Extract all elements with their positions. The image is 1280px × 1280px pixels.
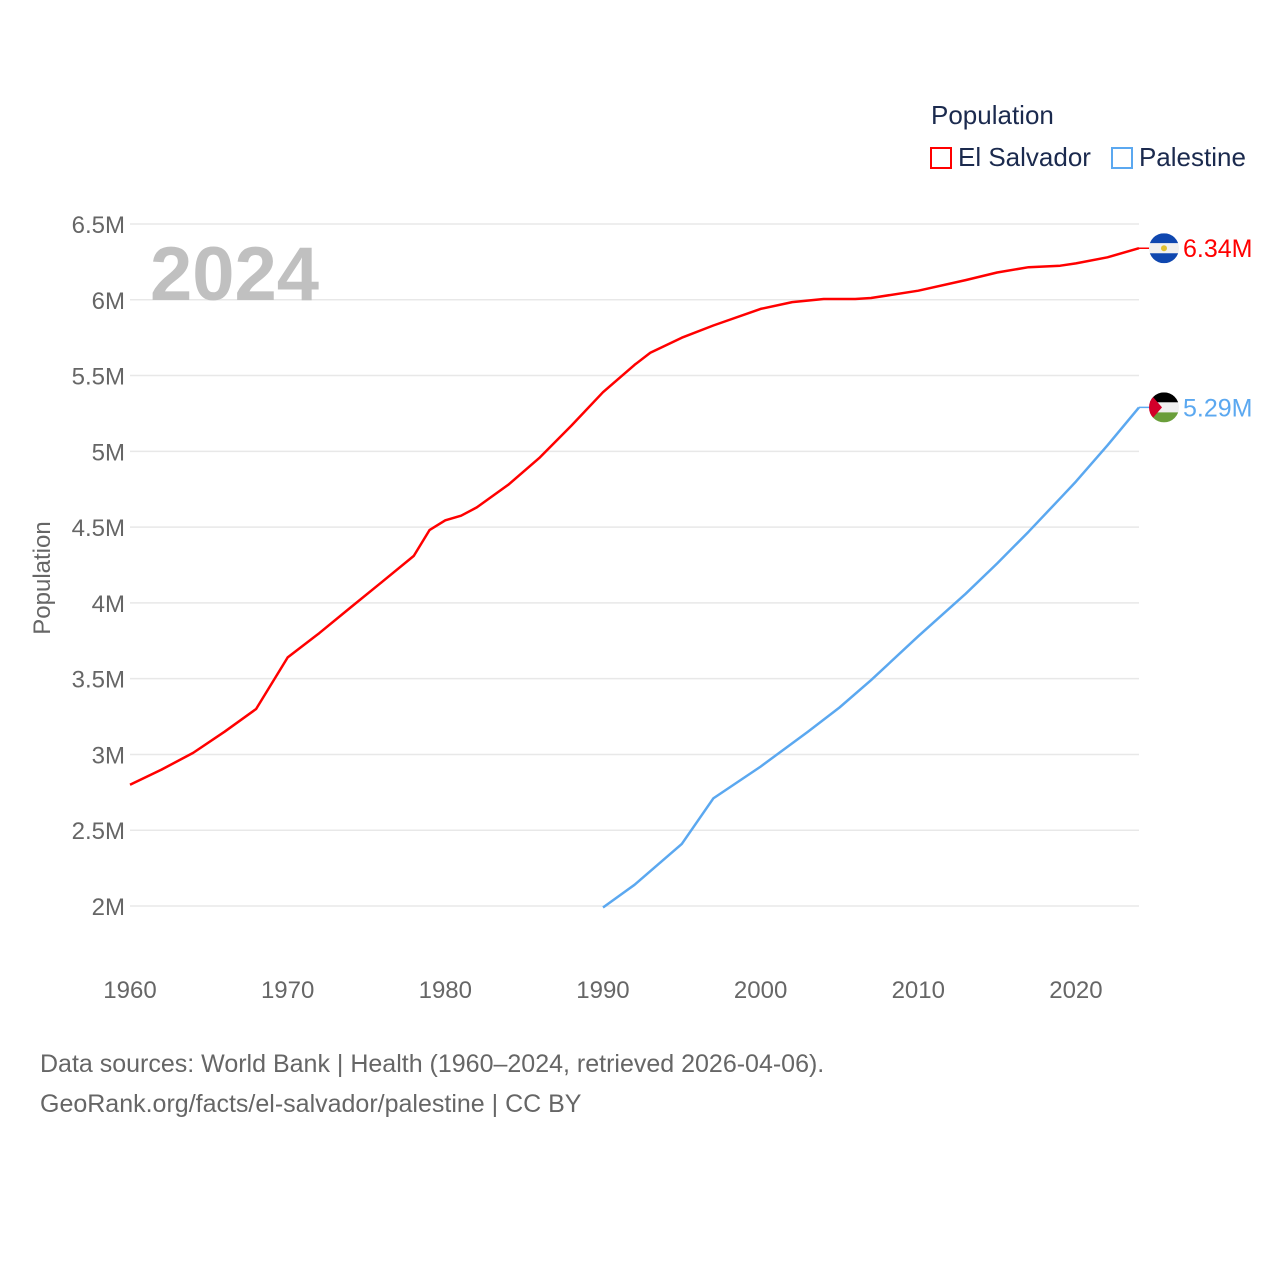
flag-stripe [1149, 392, 1179, 403]
legend-title: Population [931, 100, 1054, 130]
y-tick-label: 2.5M [72, 818, 125, 845]
flag-stripe [1149, 253, 1179, 264]
legend-swatch [1110, 146, 1133, 169]
flag-triangle [1149, 392, 1162, 423]
y-tick-label: 5M [92, 439, 125, 466]
legend: El Salvador Palestine [930, 142, 1246, 173]
y-tick-label: 6.5M [72, 212, 125, 239]
y-tick-label: 5.5M [72, 364, 125, 391]
x-tick-label: 2010 [892, 977, 945, 1004]
flag-stripe [1149, 412, 1179, 423]
flag-stripe [1149, 402, 1179, 413]
y-tick-label: 3M [92, 742, 125, 769]
y-axis-label: Population [29, 521, 56, 634]
footer: Data sources: World Bank | Health (1960–… [40, 1044, 824, 1124]
year-overlay: 2024 [150, 232, 319, 317]
x-tick-label: 2020 [1049, 977, 1102, 1004]
source-url-text[interactable]: GeoRank.org/facts/el-salvador/palestine … [40, 1090, 582, 1118]
end-value-label: 5.29M [1183, 394, 1252, 422]
legend-swatch [930, 146, 952, 169]
flag-body [1149, 233, 1179, 264]
x-tick-label: 2000 [734, 977, 787, 1004]
series-line-palestine [602, 406, 1140, 909]
legend-item-palestine[interactable]: Palestine [1110, 142, 1246, 173]
x-tick-label: 1960 [103, 977, 156, 1004]
x-tick-label: 1990 [576, 977, 629, 1004]
x-tick-label: 1970 [261, 977, 314, 1004]
flag-emblem [1161, 245, 1167, 252]
y-tick-label: 4M [92, 591, 125, 618]
y-tick-label: 6M [92, 288, 125, 315]
flag-body [1149, 392, 1179, 423]
el-salvador-flag-icon [1149, 233, 1179, 264]
series-line-el-salvador [129, 246, 1140, 786]
x-tick-label: 1980 [419, 977, 472, 1004]
legend-label: El Salvador [958, 142, 1091, 172]
end-value-label: 6.34M [1183, 235, 1252, 263]
flag-stripe [1149, 233, 1179, 244]
palestine-flag-icon [1149, 392, 1179, 423]
legend-label: Palestine [1138, 142, 1246, 172]
legend-item-el-salvador[interactable]: El Salvador [930, 142, 1091, 173]
y-tick-label: 2M [92, 894, 125, 921]
y-tick-label: 3.5M [72, 667, 125, 694]
data-source-text: Data sources: World Bank | Health (1960–… [40, 1050, 825, 1078]
y-tick-label: 4.5M [72, 515, 125, 542]
